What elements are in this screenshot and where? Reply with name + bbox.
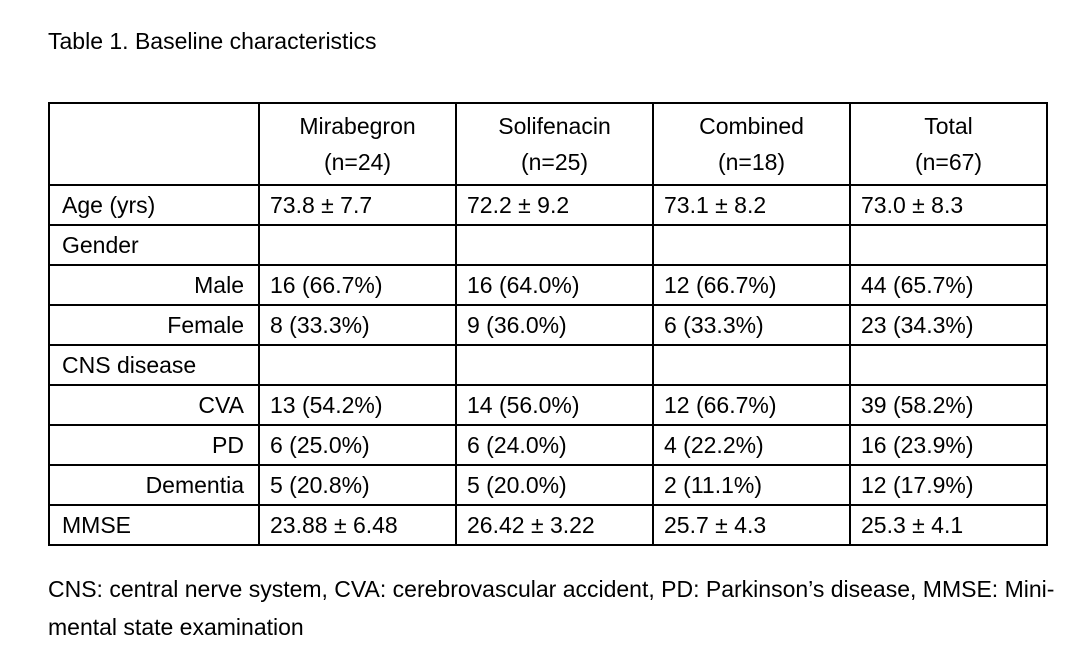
table-row: MMSE 23.88 ± 6.48 26.42 ± 3.22 25.7 ± 4.3 25… [48, 504, 1048, 546]
table-cell: 16 (23.9%) [849, 424, 1048, 466]
table-cell: 9 (36.0%) [455, 304, 654, 346]
table-cell: 26.42 ± 3.22 [455, 504, 654, 546]
row-label: Female [48, 304, 260, 346]
row-label: PD [48, 424, 260, 466]
table-cell: 12 (17.9%) [849, 464, 1048, 506]
column-header-n: (n=24) [323, 149, 392, 175]
table-row: PD 6 (25.0%) 6 (24.0%) 4 (22.2%) 16 (23.9%) [48, 424, 1048, 466]
row-label: CNS disease [48, 344, 260, 386]
table-row: CVA 13 (54.2%) 14 (56.0%) 12 (66.7%) 39 (58.… [48, 384, 1048, 426]
table-row: Age (yrs) 73.8 ± 7.7 72.2 ± 9.2 73.1 ± 8.2 7… [48, 184, 1048, 226]
column-header-n: (n=67) [914, 149, 983, 175]
table-cell [258, 344, 457, 386]
row-label: Age (yrs) [48, 184, 260, 226]
table-cell: 73.8 ± 7.7 [258, 184, 457, 226]
column-header-name: Solifenacin [498, 113, 611, 139]
column-header: Total (n=67) [849, 102, 1048, 186]
table-cell: 5 (20.0%) [455, 464, 654, 506]
table-cell [849, 344, 1048, 386]
table-row: Female 8 (33.3%) 9 (36.0%) 6 (33.3%) 23 (34.… [48, 304, 1048, 346]
table-cell: 25.3 ± 4.1 [849, 504, 1048, 546]
table-cell: 23.88 ± 6.48 [258, 504, 457, 546]
row-label: MMSE [48, 504, 260, 546]
table-cell: 44 (65.7%) [849, 264, 1048, 306]
table-cell [652, 224, 851, 266]
row-label: Dementia [48, 464, 260, 506]
table-cell [258, 224, 457, 266]
table-cell: 39 (58.2%) [849, 384, 1048, 426]
table-cell: 13 (54.2%) [258, 384, 457, 426]
table-cell: 16 (64.0%) [455, 264, 654, 306]
table-cell: 2 (11.1%) [652, 464, 851, 506]
table-row: Gender [48, 224, 1048, 266]
table-cell: 14 (56.0%) [455, 384, 654, 426]
table-cell: 8 (33.3%) [258, 304, 457, 346]
table-cell [849, 224, 1048, 266]
column-header-name: Mirabegron [299, 113, 416, 139]
table-cell: 73.1 ± 8.2 [652, 184, 851, 226]
table-cell: 25.7 ± 4.3 [652, 504, 851, 546]
table-cell: 5 (20.8%) [258, 464, 457, 506]
table-cell [652, 344, 851, 386]
table-footnote: CNS: central nerve system, CVA: cerebrov… [48, 576, 1055, 640]
table-cell: 12 (66.7%) [652, 264, 851, 306]
table-title: Table 1. Baseline characteristics [48, 28, 377, 54]
table-cell: 23 (34.3%) [849, 304, 1048, 346]
column-header-n: (n=25) [520, 149, 589, 175]
column-header-n: (n=18) [717, 149, 786, 175]
table-row: Male 16 (66.7%) 16 (64.0%) 12 (66.7%) 44 (65… [48, 264, 1048, 306]
column-header: Solifenacin (n=25) [455, 102, 654, 186]
table-cell: 6 (24.0%) [455, 424, 654, 466]
column-header: Combined (n=18) [652, 102, 851, 186]
column-header: Mirabegron (n=24) [258, 102, 457, 186]
column-header-name: Combined [699, 113, 804, 139]
table-row: Dementia 5 (20.8%) 5 (20.0%) 2 (11.1%) 12 (1… [48, 464, 1048, 506]
row-label: Gender [48, 224, 260, 266]
table-cell: 4 (22.2%) [652, 424, 851, 466]
table-header-row: Mirabegron (n=24) Solifenacin (n=25) Combi… [48, 102, 1048, 186]
table-cell: 16 (66.7%) [258, 264, 457, 306]
table-cell: 73.0 ± 8.3 [849, 184, 1048, 226]
table-cell: 6 (25.0%) [258, 424, 457, 466]
baseline-characteristics-table: Mirabegron (n=24) Solifenacin (n=25) Combi… [48, 102, 1048, 546]
table-cell [455, 344, 654, 386]
row-label: CVA [48, 384, 260, 426]
table-cell [455, 224, 654, 266]
table-cell: 72.2 ± 9.2 [455, 184, 654, 226]
table-row: CNS disease [48, 344, 1048, 386]
table-cell: 6 (33.3%) [652, 304, 851, 346]
row-label: Male [48, 264, 260, 306]
column-header-name: Total [924, 113, 973, 139]
header-empty-cell [48, 102, 260, 186]
table-cell: 12 (66.7%) [652, 384, 851, 426]
